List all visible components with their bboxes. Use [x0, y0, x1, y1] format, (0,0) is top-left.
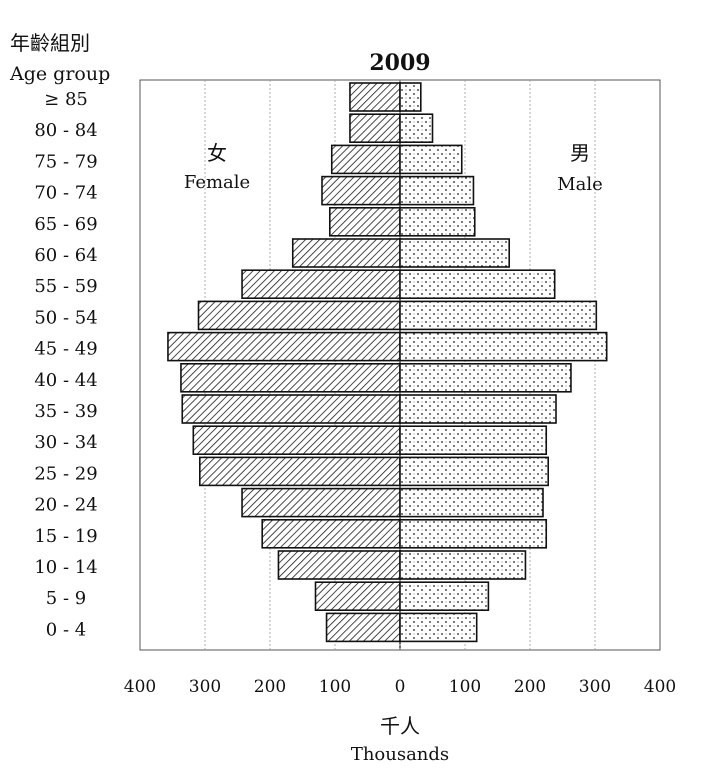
age-group-label: 45 - 49 [34, 339, 97, 360]
male-bar [399, 175, 475, 206]
female-bar [241, 487, 401, 518]
male-bar [399, 456, 549, 487]
x-axis-label-english: Thousands [351, 744, 449, 765]
female-bar [291, 238, 401, 268]
x-tick-label: 200 [514, 677, 546, 697]
female-bar [321, 175, 401, 206]
male-bar [399, 207, 476, 237]
male-bar [399, 144, 463, 175]
female-bar [192, 425, 401, 456]
male-bar [399, 612, 478, 643]
female-bar [261, 518, 401, 549]
x-tick-label: 100 [449, 677, 481, 697]
bars [167, 82, 608, 643]
female-bar [325, 612, 401, 643]
male-bar [399, 362, 572, 393]
female-bar [199, 456, 401, 487]
age-group-label: 5 - 9 [46, 588, 86, 609]
age-group-label: 70 - 74 [34, 183, 97, 204]
age-group-label: 15 - 19 [34, 526, 97, 547]
male-bar [399, 550, 527, 580]
age-group-label: 65 - 69 [34, 214, 97, 235]
x-axis-tick-labels: 400 300 200 100 0 100 200 300 400 [124, 677, 676, 697]
male-bar [399, 487, 544, 518]
x-tick-label: 400 [644, 677, 676, 697]
chart-title: 2009 [369, 50, 430, 76]
female-bar [197, 300, 401, 331]
x-tick-label: 400 [124, 677, 156, 697]
male-label-chinese: 男 [570, 141, 590, 165]
male-bar [399, 394, 557, 424]
age-group-labels: ≥ 85 80 - 84 75 - 79 70 - 74 65 - 69 60 - 64 5… [34, 89, 97, 640]
male-label-english: Male [557, 174, 603, 195]
age-group-label: 55 - 59 [34, 276, 97, 297]
y-axis-header-english: Age group [9, 63, 110, 85]
x-axis-label-chinese: 千人 [380, 714, 420, 738]
age-group-label: 25 - 29 [34, 463, 97, 484]
age-group-label: ≥ 85 [44, 89, 88, 110]
male-bar [399, 518, 548, 549]
male-bar [399, 581, 490, 612]
x-tick-label: 0 [395, 677, 406, 697]
x-tick-label: 300 [579, 677, 611, 697]
x-tick-label: 100 [319, 677, 351, 697]
male-bar [399, 238, 510, 268]
female-bar [181, 394, 401, 424]
age-group-label: 30 - 34 [34, 432, 97, 453]
age-group-label: 10 - 14 [34, 557, 97, 578]
x-tick-label: 200 [254, 677, 286, 697]
age-group-label: 80 - 84 [34, 120, 97, 141]
age-group-label: 40 - 44 [34, 370, 97, 391]
y-axis-header-chinese: 年齡組別 [10, 31, 90, 55]
female-label-chinese: 女 [207, 141, 227, 165]
female-bar [277, 550, 401, 580]
female-bar [241, 269, 401, 300]
female-label-english: Female [184, 172, 250, 193]
male-bar [399, 113, 434, 143]
male-bar [399, 331, 608, 362]
male-bar [399, 82, 422, 112]
age-group-label: 35 - 39 [34, 401, 97, 422]
female-bar [328, 207, 401, 237]
age-group-label: 50 - 54 [34, 307, 97, 328]
age-group-label: 60 - 64 [34, 245, 97, 266]
age-group-label: 20 - 24 [34, 495, 97, 516]
male-bar [399, 269, 556, 300]
female-bar [330, 144, 401, 175]
male-bar [399, 300, 598, 331]
female-bar [180, 362, 401, 393]
male-bar [399, 425, 548, 456]
female-bar [167, 331, 401, 362]
x-tick-label: 300 [189, 677, 221, 697]
female-bar [349, 113, 401, 143]
age-group-label: 75 - 79 [34, 151, 97, 172]
female-bar [314, 581, 401, 612]
female-bar [349, 82, 401, 112]
age-group-label: 0 - 4 [46, 619, 86, 640]
